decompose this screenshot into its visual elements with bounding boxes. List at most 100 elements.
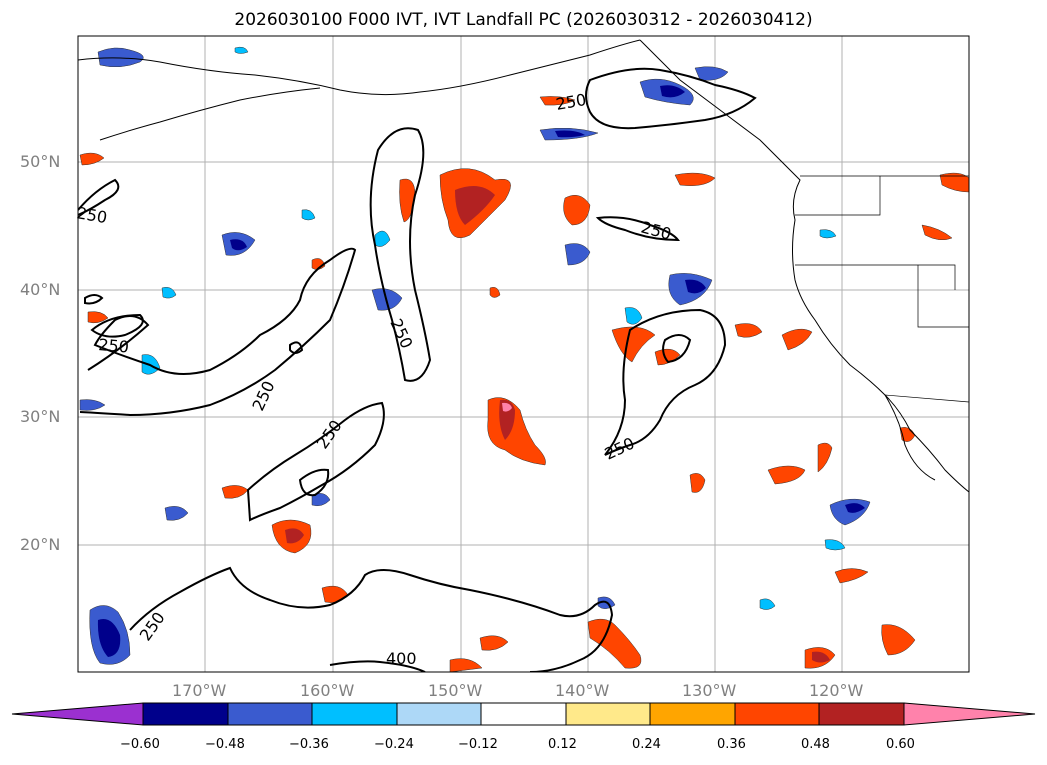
contour-label: 400 bbox=[386, 649, 417, 668]
positive-anomaly-fills bbox=[79, 96, 969, 672]
colorbar-tick: 0.36 bbox=[717, 737, 746, 752]
border-state-nv bbox=[917, 265, 969, 328]
colorbar-bin-1 bbox=[142, 702, 229, 726]
blob-neg bbox=[161, 287, 177, 299]
colorbar-tick: −0.60 bbox=[120, 737, 160, 752]
blob-pos bbox=[587, 618, 642, 669]
colorbar-bin-8 bbox=[734, 702, 820, 726]
blob-pos bbox=[502, 402, 512, 412]
colorbar-bin-6 bbox=[565, 702, 651, 726]
blob-pos bbox=[611, 326, 656, 363]
blob-pos bbox=[455, 186, 495, 225]
border-state-ca bbox=[795, 264, 956, 290]
colorbar-tick: 0.24 bbox=[632, 737, 661, 752]
blob-neg bbox=[311, 493, 331, 507]
colorbar-tick: −0.24 bbox=[374, 737, 414, 752]
blob-neg bbox=[685, 279, 706, 294]
blob-pos bbox=[79, 152, 105, 166]
lat-label-20n: 20°N bbox=[20, 535, 61, 554]
blob-pos bbox=[449, 658, 483, 672]
blob-neg bbox=[234, 46, 249, 54]
blob-neg bbox=[564, 243, 591, 266]
lon-label-160w: 160°W bbox=[300, 681, 355, 700]
colorbar-bin-5 bbox=[480, 702, 567, 726]
contour-250 bbox=[604, 308, 727, 456]
blob-pos bbox=[539, 96, 576, 106]
coastline-aleutians bbox=[99, 87, 321, 141]
border-mexico bbox=[884, 394, 969, 403]
colorbar-over bbox=[903, 702, 1036, 726]
colorbar-bin-4 bbox=[396, 702, 482, 726]
lon-label-170w: 170°W bbox=[172, 681, 227, 700]
colorbar-tick: −0.36 bbox=[289, 737, 329, 752]
colorbar bbox=[11, 702, 1036, 726]
blob-pos bbox=[812, 651, 830, 663]
colorbar-bin-9 bbox=[818, 702, 905, 726]
lon-label-130w: 130°W bbox=[682, 681, 737, 700]
map-area bbox=[78, 36, 969, 672]
blob-neg bbox=[759, 598, 776, 610]
lon-label-150w: 150°W bbox=[428, 681, 483, 700]
blob-pos bbox=[781, 328, 813, 351]
blob-pos bbox=[489, 287, 501, 298]
blob-neg bbox=[97, 47, 144, 68]
blob-pos bbox=[881, 624, 916, 656]
blob-pos bbox=[939, 172, 969, 193]
blob-neg bbox=[824, 539, 846, 551]
blob-neg bbox=[301, 209, 316, 221]
contour-250 bbox=[129, 566, 614, 672]
border-state-or bbox=[795, 176, 881, 216]
blob-neg bbox=[555, 130, 585, 138]
blob-neg bbox=[141, 354, 161, 375]
blob-pos bbox=[767, 465, 806, 485]
colorbar-bin-3 bbox=[311, 702, 398, 726]
blob-neg bbox=[845, 503, 865, 513]
borders bbox=[795, 175, 969, 403]
blob-neg bbox=[660, 85, 685, 98]
blob-neg bbox=[374, 230, 391, 247]
lat-label-50n: 50°N bbox=[20, 152, 61, 171]
blob-neg bbox=[624, 307, 643, 325]
contour-250 bbox=[585, 67, 757, 130]
contour-label: 250 bbox=[98, 335, 130, 357]
coastline-canada bbox=[639, 39, 969, 493]
blob-pos bbox=[479, 635, 509, 651]
contour-small bbox=[289, 341, 304, 354]
lat-label-30n: 30°N bbox=[20, 407, 61, 426]
lon-label-120w: 120°W bbox=[809, 681, 864, 700]
lon-label-140w: 140°W bbox=[555, 681, 610, 700]
blob-neg bbox=[97, 619, 121, 657]
contour-250-inner bbox=[662, 334, 692, 364]
map-frame bbox=[77, 35, 970, 673]
contour-250 bbox=[369, 127, 432, 382]
contour-400 bbox=[329, 660, 426, 672]
colorbar-tick: 0.48 bbox=[801, 737, 830, 752]
colorbar-under bbox=[11, 702, 144, 726]
blob-pos bbox=[817, 442, 833, 473]
negative-anomaly-fills bbox=[79, 46, 871, 665]
blob-pos bbox=[674, 172, 716, 186]
colorbar-bin-7 bbox=[649, 702, 736, 726]
gridlines bbox=[78, 36, 969, 672]
contour-250 bbox=[595, 216, 681, 242]
coastline-baja bbox=[884, 394, 936, 481]
blob-pos bbox=[734, 323, 763, 338]
map-title: 2026030100 F000 IVT, IVT Landfall PC (20… bbox=[234, 10, 813, 30]
blob-neg bbox=[164, 506, 189, 521]
contour-small bbox=[90, 313, 144, 338]
coastlines bbox=[78, 39, 969, 493]
blob-pos bbox=[834, 568, 869, 584]
blob-pos bbox=[87, 311, 109, 324]
colorbar-tick: −0.12 bbox=[458, 737, 498, 752]
contour-small bbox=[84, 294, 104, 305]
contour-250 bbox=[78, 178, 120, 216]
contour-250-inner bbox=[298, 468, 330, 497]
blob-pos bbox=[285, 528, 304, 544]
colorbar-tick: 0.12 bbox=[548, 737, 577, 752]
blob-pos bbox=[689, 473, 706, 493]
colorbar-bin-2 bbox=[227, 702, 313, 726]
lat-label-40n: 40°N bbox=[20, 280, 61, 299]
blob-pos bbox=[921, 224, 953, 241]
blob-pos bbox=[563, 194, 591, 226]
